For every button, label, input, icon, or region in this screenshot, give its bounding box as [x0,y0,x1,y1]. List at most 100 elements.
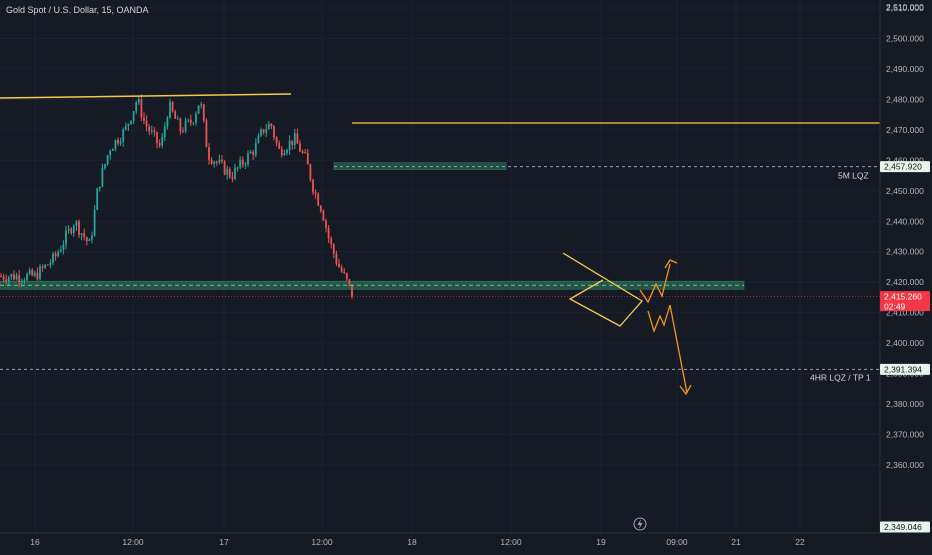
candle-body[interactable] [33,272,36,276]
candle-body[interactable] [41,266,44,268]
candle-body[interactable] [257,135,260,144]
candle-body[interactable] [122,129,125,142]
candle-body[interactable] [98,186,101,189]
candle-body[interactable] [351,284,353,297]
candle-body[interactable] [317,194,320,206]
candle-body[interactable] [187,119,190,121]
candle-body[interactable] [23,280,26,282]
candle-body[interactable] [70,228,73,234]
candle-body[interactable] [26,273,28,281]
candle-body[interactable] [39,266,41,280]
candle-body[interactable] [262,129,265,133]
candle-body[interactable] [176,118,179,120]
candle-body[interactable] [265,129,268,133]
candle-body[interactable] [49,262,52,265]
candle-body[interactable] [109,150,112,156]
candle-body[interactable] [215,161,218,163]
candle-body[interactable] [156,132,158,144]
candle-body[interactable] [213,161,216,164]
candle-body[interactable] [140,99,143,118]
price-axis[interactable]: 2,510.000 2,500.000 2,490.000 2,480.000 2,47… [879,0,932,550]
candle-body[interactable] [36,272,39,280]
candle-body[interactable] [286,149,288,154]
candle-body[interactable] [312,179,314,193]
candle-body[interactable] [166,117,169,127]
candle-body[interactable] [59,249,62,252]
candle-body[interactable] [314,192,317,195]
candle-body[interactable] [189,119,192,123]
candle-body[interactable] [208,147,210,160]
candle-body[interactable] [2,276,5,280]
candle-body[interactable] [54,253,57,257]
candle-body[interactable] [7,277,10,282]
lightning-circle-icon[interactable] [633,517,647,531]
candle-body[interactable] [135,102,138,112]
candle-body[interactable] [340,267,343,272]
candle-body[interactable] [231,176,234,179]
candle-body[interactable] [239,159,242,168]
candle-body[interactable] [52,253,54,263]
candle-body[interactable] [332,244,335,255]
candle-body[interactable] [148,126,151,132]
candle-body[interactable] [254,143,257,155]
candle-body[interactable] [13,274,15,280]
candle-body[interactable] [153,130,156,133]
candle-body[interactable] [293,133,296,145]
candle-body[interactable] [72,225,75,234]
candle-body[interactable] [91,235,93,240]
candle-body[interactable] [270,123,273,127]
candle-body[interactable] [127,123,130,127]
candle-body[interactable] [18,275,21,282]
candle-body[interactable] [163,126,166,138]
candle-body[interactable] [145,120,148,127]
candle-body[interactable] [171,102,174,112]
candle-body[interactable] [301,151,304,153]
candle-body[interactable] [104,163,106,169]
candle-body[interactable] [117,139,119,144]
candle-body[interactable] [46,264,49,266]
candle-body[interactable] [174,111,177,119]
candle-body[interactable] [101,168,104,187]
candle-body[interactable] [124,126,127,130]
candles-layer[interactable] [0,94,353,299]
candle-body[interactable] [143,117,145,121]
candle-body[interactable] [0,276,2,278]
candle-body[interactable] [299,143,301,152]
candle-body[interactable] [80,233,83,235]
candle-body[interactable] [267,123,270,130]
candle-body[interactable] [327,227,330,239]
candle-body[interactable] [93,209,96,236]
candle-body[interactable] [161,137,164,146]
candle-body[interactable] [275,137,278,144]
candle-body[interactable] [106,155,109,164]
candle-body[interactable] [195,113,197,123]
candle-body[interactable] [306,152,309,165]
candle-body[interactable] [223,161,226,175]
candle-body[interactable] [10,274,13,278]
candle-body[interactable] [205,120,208,148]
candle-body[interactable] [296,133,299,144]
resistance-line-left[interactable] [0,93,292,99]
candle-body[interactable] [283,153,286,156]
candle-body[interactable] [150,130,153,132]
candle-body[interactable] [343,271,346,274]
candle-body[interactable] [119,141,122,144]
candle-body[interactable] [280,148,283,156]
candle-body[interactable] [210,159,213,164]
candle-body[interactable] [130,120,132,124]
candle-body[interactable] [291,140,294,145]
candle-body[interactable] [345,273,348,280]
candle-body[interactable] [226,168,229,175]
candle-body[interactable] [65,230,67,245]
candle-body[interactable] [234,167,236,179]
candle-body[interactable] [244,164,247,166]
bullish-projection-path[interactable] [639,263,671,304]
candle-body[interactable] [330,238,333,245]
candle-body[interactable] [348,279,351,285]
candle-body[interactable] [221,159,223,162]
candle-body[interactable] [260,129,262,136]
candle-body[interactable] [57,251,60,257]
candle-body[interactable] [304,152,307,154]
candle-body[interactable] [20,280,23,282]
